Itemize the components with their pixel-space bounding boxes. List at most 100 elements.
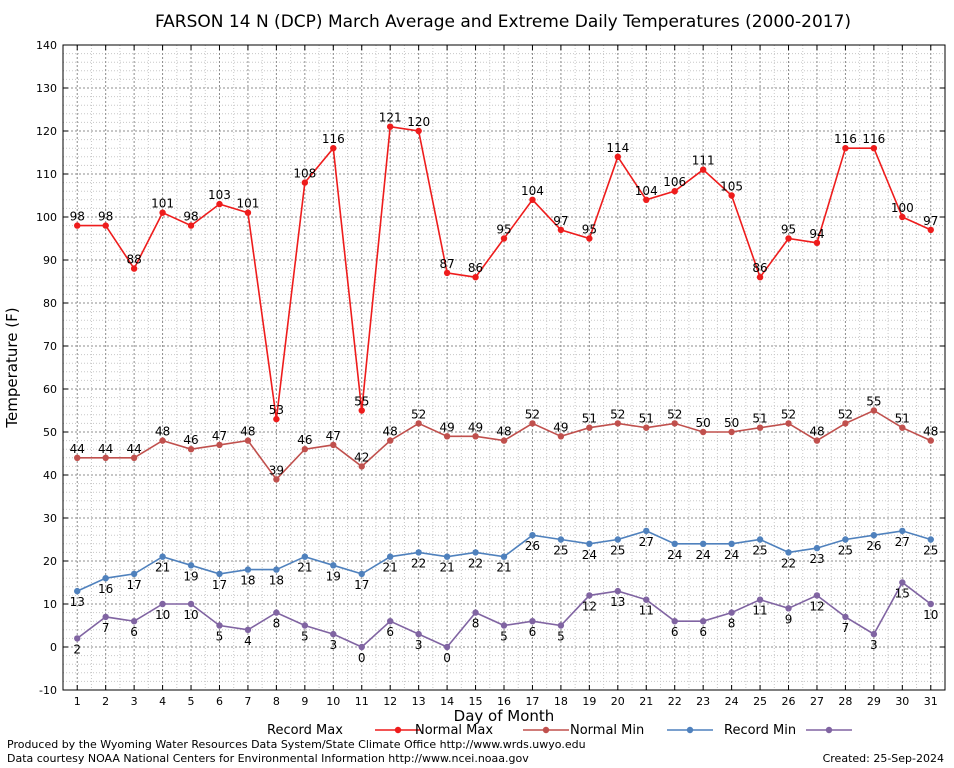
data-point [529, 618, 536, 625]
data-point [842, 536, 849, 543]
x-tick-label: 14 [440, 695, 454, 708]
data-point [74, 222, 81, 229]
data-label: 25 [752, 544, 767, 558]
data-label: 51 [582, 412, 597, 426]
data-label: 48 [383, 425, 398, 439]
data-point [130, 265, 138, 272]
data-point [443, 553, 451, 560]
data-label: 50 [696, 416, 711, 430]
data-point [102, 454, 109, 461]
data-point [102, 222, 109, 229]
data-point [699, 618, 707, 625]
data-label: 11 [639, 604, 654, 618]
data-point [415, 420, 422, 427]
data-point [216, 200, 223, 208]
data-label: 97 [923, 214, 938, 228]
x-tick-label: 22 [668, 695, 682, 708]
data-label: 27 [895, 535, 910, 549]
x-tick-label: 2 [102, 695, 109, 708]
data-point [756, 274, 764, 281]
data-label: 49 [468, 420, 483, 434]
data-point [586, 540, 593, 547]
data-point [500, 437, 508, 444]
data-point [671, 540, 678, 547]
data-label: 6 [671, 625, 679, 639]
data-point [102, 613, 109, 621]
data-point [899, 213, 906, 221]
data-point [216, 570, 223, 578]
data-point [870, 532, 878, 539]
data-label: 8 [472, 617, 480, 631]
created-date: Created: 25-Sep-2024 [822, 752, 944, 765]
x-tick-label: 1 [74, 695, 81, 708]
data-point [529, 532, 536, 539]
data-point [927, 600, 934, 608]
data-label: 52 [525, 407, 540, 421]
y-tick-label: 140 [36, 39, 57, 52]
data-label: 24 [696, 548, 711, 562]
x-tick-label: 10 [326, 695, 340, 708]
legend-item: Normal Max [415, 723, 569, 738]
data-point [699, 540, 707, 547]
data-point [785, 605, 792, 612]
data-label: 25 [923, 544, 938, 558]
data-label: 21 [496, 561, 511, 575]
data-label: 98 [98, 210, 113, 224]
data-point [159, 600, 166, 608]
data-point [899, 579, 906, 586]
data-point [358, 463, 365, 470]
data-label: 13 [610, 595, 625, 609]
data-point [728, 540, 735, 547]
data-point [870, 630, 878, 638]
data-label: 46 [183, 433, 198, 447]
data-point [756, 424, 764, 431]
data-label: 4 [244, 634, 252, 648]
data-point [415, 630, 422, 638]
data-point [301, 622, 309, 629]
x-tick-label: 29 [867, 695, 881, 708]
data-point [330, 145, 337, 152]
x-tick-label: 15 [469, 695, 483, 708]
data-label: 48 [923, 425, 938, 439]
data-label: 98 [70, 210, 85, 224]
data-label: 22 [468, 556, 483, 570]
data-point [557, 536, 565, 543]
data-point [159, 437, 166, 444]
x-tick-label: 12 [383, 695, 397, 708]
data-label: 24 [724, 548, 739, 562]
data-courtesy-credit: Data courtesy NOAA National Centers for … [7, 752, 529, 765]
data-label: 5 [500, 630, 508, 644]
data-point [756, 596, 764, 603]
data-label: 53 [269, 403, 284, 417]
x-tick-label: 4 [159, 695, 166, 708]
data-label: 52 [411, 407, 426, 421]
data-point [330, 441, 337, 449]
data-label: 25 [610, 544, 625, 558]
y-tick-label: 90 [43, 254, 57, 267]
data-point [443, 643, 451, 651]
data-point [699, 428, 707, 436]
data-point [472, 549, 479, 556]
data-label: 98 [183, 210, 198, 224]
y-tick-label: 60 [43, 383, 57, 396]
data-point [813, 239, 821, 246]
data-label: 51 [752, 412, 767, 426]
data-label: 97 [553, 214, 568, 228]
data-label: 51 [895, 412, 910, 426]
data-label: 52 [781, 407, 796, 421]
data-label: 24 [582, 548, 597, 562]
data-point [187, 600, 195, 608]
data-point [244, 437, 252, 444]
data-label: 95 [582, 223, 597, 237]
data-point [671, 618, 678, 625]
data-point [643, 527, 650, 535]
legend-label: Normal Min [570, 723, 644, 738]
legend: Record Max Normal Max Normal Min Record Min [267, 723, 852, 738]
data-point [273, 476, 280, 483]
y-tick-label: 40 [43, 469, 57, 482]
x-tick-label: 6 [216, 695, 223, 708]
data-point [301, 446, 309, 453]
data-point [813, 544, 821, 552]
